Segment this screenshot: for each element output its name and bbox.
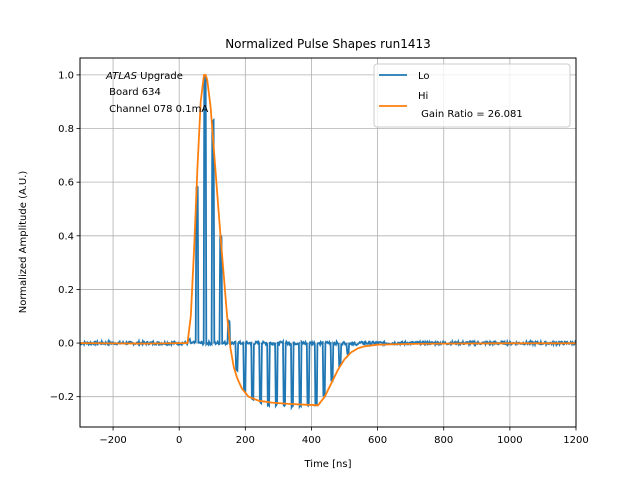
legend: Lo Hi Gain Ratio = 26.081	[373, 63, 571, 128]
y-tick-label: 0.0	[58, 339, 74, 350]
y-tick-label: −0.2	[50, 392, 74, 403]
x-axis-label: Time [ns]	[303, 459, 351, 470]
legend-label-gain-ratio: Gain Ratio = 26.081	[418, 109, 523, 120]
x-tick-label: 400	[302, 435, 321, 446]
x-tick-label: 1000	[497, 435, 522, 446]
y-axis-label: Normalized Amplitude (A.U.)	[18, 171, 29, 314]
y-tick-label: 0.2	[58, 285, 74, 296]
legend-box	[373, 63, 571, 128]
x-tick-label: 600	[368, 435, 387, 446]
annotation-line-1: ATLAS Upgrade	[105, 71, 183, 82]
x-tick-label: 800	[434, 435, 453, 446]
y-tick-label: 1.0	[58, 70, 74, 81]
y-tick-label: 0.4	[58, 231, 74, 242]
y-axis: −0.2 0.0 0.2 0.4 0.6 0.8 1.0	[50, 70, 80, 403]
x-tick-label: −200	[99, 435, 126, 446]
y-tick-label: 0.8	[58, 124, 74, 135]
x-tick-label: 0	[176, 435, 182, 446]
atlas-label: ATLAS	[105, 71, 138, 82]
legend-label-hi: Hi	[418, 91, 428, 102]
y-tick-label: 0.6	[58, 178, 74, 189]
axes-frame	[79, 57, 577, 428]
series-layer	[80, 74, 576, 411]
annotation-line-3: Channel 078 0.1mA	[106, 104, 208, 115]
x-axis: −200 0 200 400 600 800 1000 1200	[99, 427, 589, 446]
annotation: ATLAS Upgrade Board 634 Channel 078 0.1m…	[105, 71, 208, 115]
x-tick-label: 1200	[563, 435, 588, 446]
chart-title: Normalized Pulse Shapes run1413	[225, 37, 431, 51]
x-tick-label: 200	[236, 435, 255, 446]
upgrade-label: Upgrade	[137, 71, 183, 82]
legend-label-lo: Lo	[418, 71, 430, 82]
annotation-line-2: Board 634	[106, 87, 161, 98]
series-line-hi	[80, 74, 576, 407]
